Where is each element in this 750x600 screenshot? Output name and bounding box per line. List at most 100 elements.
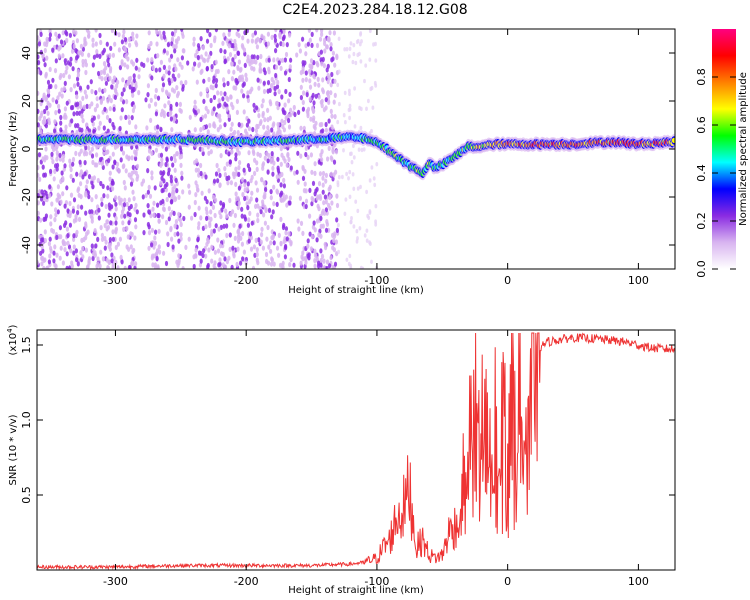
noise-speckle: [308, 63, 312, 69]
noise-speckle: [84, 94, 89, 100]
noise-speckle: [151, 206, 155, 212]
noise-speckle: [272, 201, 276, 207]
noise-speckle: [227, 31, 231, 37]
noise-speckle: [238, 160, 242, 166]
noise-speckle: [59, 234, 63, 240]
noise-speckle: [214, 83, 218, 89]
noise-speckle: [237, 59, 241, 65]
noise-speckle: [46, 110, 50, 116]
noise-speckle: [37, 108, 40, 114]
noise-speckle: [206, 92, 210, 99]
noise-speckle: [48, 32, 53, 38]
noise-speckle: [281, 41, 285, 48]
noise-speckle: [323, 48, 327, 54]
noise-speckle: [199, 170, 203, 177]
noise-speckle: [284, 245, 288, 251]
noise-speckle: [266, 224, 270, 231]
noise-speckle: [170, 87, 175, 93]
noise-speckle: [324, 199, 328, 205]
noise-speckle: [135, 209, 139, 215]
colorbar-ticks: 0.0 0.2 0.4 0.6 0.8: [695, 68, 736, 278]
noise-speckle: [156, 53, 160, 59]
noise-speckle: [192, 36, 196, 42]
noise-speckle: [327, 202, 331, 208]
noise-speckle: [187, 183, 191, 189]
noise-speckle: [144, 192, 148, 198]
noise-speckle: [242, 47, 246, 53]
noise-speckle: [279, 65, 283, 71]
noise-speckle: [345, 171, 348, 177]
noise-speckle: [129, 181, 134, 187]
noise-speckle: [237, 200, 241, 206]
noise-speckle: [295, 52, 299, 58]
noise-speckle: [112, 75, 116, 81]
noise-speckle: [206, 264, 210, 269]
noise-speckle: [246, 97, 250, 103]
noise-speckle: [74, 150, 78, 156]
noise-speckle: [234, 191, 238, 197]
noise-speckle: [227, 69, 231, 75]
noise-speckle: [153, 185, 157, 191]
noise-speckle: [271, 233, 275, 239]
noise-speckle: [253, 252, 257, 258]
noise-speckle: [37, 122, 40, 128]
noise-speckle: [269, 195, 273, 201]
noise-speckle: [242, 93, 246, 99]
noise-speckle: [207, 76, 211, 83]
x-tick-label: -100: [364, 575, 389, 588]
noise-speckle: [82, 151, 87, 157]
noise-speckle: [113, 94, 117, 100]
noise-speckle: [223, 58, 228, 64]
noise-speckle: [147, 43, 151, 50]
noise-speckle: [115, 161, 120, 167]
noise-speckle: [320, 31, 324, 37]
noise-speckle: [194, 192, 198, 198]
noise-speckle: [172, 153, 177, 159]
noise-speckle: [352, 186, 356, 191]
spectrogram-y-ticks: -40 -20 0 20 40: [20, 46, 675, 254]
noise-speckle: [308, 78, 312, 84]
noise-speckle: [173, 167, 177, 173]
noise-speckle: [99, 69, 103, 76]
noise-speckle: [175, 39, 179, 45]
noise-speckle: [118, 125, 122, 132]
noise-speckle: [231, 245, 235, 251]
noise-speckle: [355, 239, 359, 244]
noise-speckle: [54, 31, 58, 37]
noise-speckle: [128, 212, 132, 218]
noise-speckle: [42, 200, 46, 206]
noise-speckle: [56, 95, 60, 101]
noise-speckle: [108, 52, 112, 59]
noise-speckle: [333, 78, 337, 84]
noise-speckle: [270, 76, 274, 83]
noise-speckle: [128, 84, 132, 90]
noise-speckle: [351, 172, 355, 177]
noise-speckle: [254, 180, 258, 186]
noise-speckle: [44, 73, 48, 79]
noise-speckle: [57, 46, 61, 52]
noise-speckle: [228, 159, 232, 165]
noise-speckle: [254, 128, 258, 134]
noise-speckle: [319, 262, 323, 268]
noise-speckle: [69, 105, 74, 111]
noise-speckle: [219, 200, 223, 206]
noise-speckle: [236, 130, 240, 136]
noise-speckle: [170, 31, 175, 37]
noise-speckle: [197, 172, 201, 178]
noise-speckle: [51, 228, 56, 235]
noise-speckle: [176, 231, 180, 237]
noise-speckle: [293, 170, 297, 176]
noise-speckle: [311, 180, 316, 186]
noise-speckle: [352, 224, 356, 229]
noise-speckle: [98, 120, 102, 126]
noise-speckle: [178, 154, 182, 160]
noise-speckle: [141, 178, 146, 184]
noise-speckle: [110, 84, 114, 90]
noise-speckle: [204, 174, 208, 180]
noise-speckle: [114, 195, 118, 201]
noise-speckle: [333, 92, 337, 98]
noise-speckle: [190, 215, 194, 221]
noise-speckle: [169, 199, 173, 205]
noise-speckle: [105, 41, 109, 47]
